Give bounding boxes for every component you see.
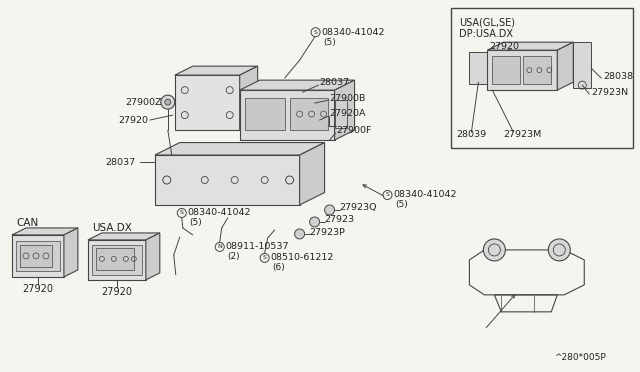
Polygon shape xyxy=(488,50,557,90)
Text: S: S xyxy=(314,30,317,35)
Polygon shape xyxy=(155,155,300,205)
Bar xyxy=(492,56,520,84)
Bar xyxy=(290,98,328,130)
Polygon shape xyxy=(175,66,258,75)
Text: 28038: 28038 xyxy=(604,72,634,81)
Text: (5): (5) xyxy=(323,38,336,46)
Bar xyxy=(96,248,134,270)
Text: 08510-61212: 08510-61212 xyxy=(271,253,334,262)
Polygon shape xyxy=(12,235,64,277)
Circle shape xyxy=(161,95,175,109)
Text: 27900Z: 27900Z xyxy=(125,97,161,107)
Text: S: S xyxy=(180,211,184,215)
Text: (2): (2) xyxy=(227,253,240,262)
Circle shape xyxy=(483,239,506,261)
Circle shape xyxy=(294,229,305,239)
Bar xyxy=(244,98,285,130)
Polygon shape xyxy=(155,142,324,155)
Bar xyxy=(92,245,142,275)
Text: N: N xyxy=(218,244,222,249)
Bar xyxy=(524,56,551,84)
Text: 27920: 27920 xyxy=(22,284,54,294)
Bar xyxy=(16,241,60,271)
Polygon shape xyxy=(12,228,78,235)
Bar xyxy=(469,52,488,84)
Text: 27920: 27920 xyxy=(490,42,520,51)
Bar xyxy=(573,42,591,88)
Text: 27920A: 27920A xyxy=(330,109,366,118)
Text: 27923Q: 27923Q xyxy=(340,203,377,212)
Text: 28037: 28037 xyxy=(319,78,349,87)
Polygon shape xyxy=(146,233,160,280)
Circle shape xyxy=(310,217,319,227)
Text: 08340-41042: 08340-41042 xyxy=(394,190,457,199)
Text: CAN: CAN xyxy=(16,218,38,228)
Text: 28037: 28037 xyxy=(105,157,135,167)
Polygon shape xyxy=(88,233,160,240)
Text: 28039: 28039 xyxy=(456,129,486,138)
Text: S: S xyxy=(263,256,267,260)
Bar xyxy=(451,8,633,148)
Circle shape xyxy=(164,99,171,105)
Text: DP:USA.DX: DP:USA.DX xyxy=(460,29,513,39)
Text: USA(GL,SE): USA(GL,SE) xyxy=(460,17,515,27)
Text: USA.DX: USA.DX xyxy=(92,223,132,233)
Text: 08911-10537: 08911-10537 xyxy=(226,243,289,251)
Circle shape xyxy=(324,205,335,215)
Polygon shape xyxy=(335,80,355,140)
Text: 27900B: 27900B xyxy=(330,94,366,103)
Text: (6): (6) xyxy=(272,263,285,272)
Text: 27923P: 27923P xyxy=(310,228,346,237)
Text: 27900F: 27900F xyxy=(337,126,372,135)
Polygon shape xyxy=(300,142,324,205)
Text: ^280*005P: ^280*005P xyxy=(554,353,606,362)
Polygon shape xyxy=(240,66,258,130)
Polygon shape xyxy=(64,228,78,277)
Text: 27923M: 27923M xyxy=(504,129,541,138)
Text: 27923N: 27923N xyxy=(591,88,628,97)
Text: 08340-41042: 08340-41042 xyxy=(321,28,385,37)
Text: 08340-41042: 08340-41042 xyxy=(188,208,252,218)
Text: 27923: 27923 xyxy=(324,215,355,224)
Polygon shape xyxy=(88,240,146,280)
Text: (5): (5) xyxy=(189,218,202,227)
Circle shape xyxy=(548,239,570,261)
Text: 27920: 27920 xyxy=(101,287,132,297)
Polygon shape xyxy=(488,42,573,50)
Bar xyxy=(335,100,347,128)
Text: (5): (5) xyxy=(395,201,408,209)
Polygon shape xyxy=(557,42,573,90)
Polygon shape xyxy=(175,75,240,130)
Bar xyxy=(20,245,52,267)
Text: S: S xyxy=(385,192,390,198)
Polygon shape xyxy=(240,90,335,140)
Polygon shape xyxy=(240,80,355,90)
Text: 27920: 27920 xyxy=(118,116,148,125)
